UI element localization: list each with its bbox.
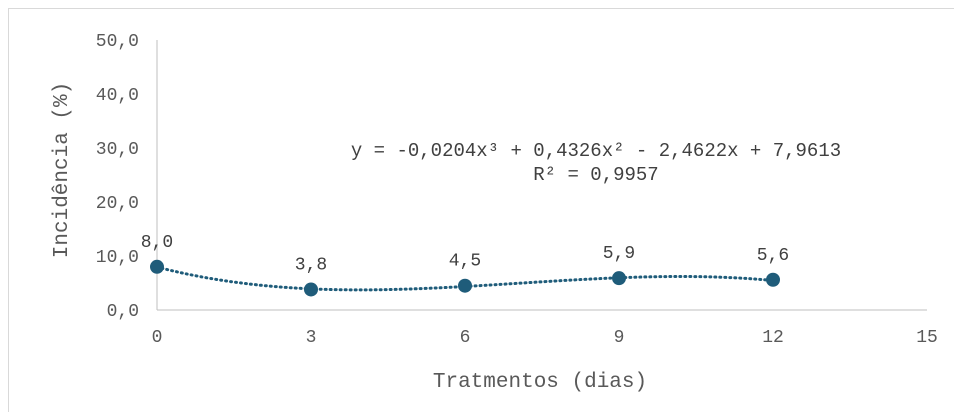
x-axis-title: Tratmentos (dias) bbox=[433, 371, 647, 394]
data-label: 4,5 bbox=[449, 252, 481, 272]
data-point bbox=[304, 282, 318, 297]
x-tick-label: 6 bbox=[460, 328, 471, 348]
data-point bbox=[766, 272, 780, 287]
y-tick-label: 40,0 bbox=[96, 86, 139, 106]
y-tick-label: 20,0 bbox=[96, 194, 139, 214]
y-tick-label: 30,0 bbox=[96, 140, 139, 160]
data-points bbox=[150, 259, 780, 297]
data-point bbox=[458, 278, 472, 293]
data-label: 5,6 bbox=[757, 246, 789, 266]
y-tick-label: 10,0 bbox=[96, 248, 139, 268]
data-label: 8,0 bbox=[141, 233, 173, 253]
tick-labels: 0 3 6 9 12 15 0,0 10,0 20,0 30,0 40,0 50,0 bbox=[96, 32, 938, 348]
trendline-equation: y = -0,0204x³ + 0,4326x² - 2,4622x + 7,9… bbox=[351, 140, 841, 162]
x-tick-label: 9 bbox=[614, 328, 625, 348]
x-tick-label: 3 bbox=[306, 328, 317, 348]
y-tick-label: 0,0 bbox=[107, 302, 139, 322]
data-label: 5,9 bbox=[603, 244, 635, 264]
y-axis-title: Incidência (%) bbox=[51, 82, 74, 258]
y-tick-label: 50,0 bbox=[96, 32, 139, 52]
data-labels: 8,0 3,8 4,5 5,9 5,6 bbox=[141, 233, 789, 276]
data-point bbox=[612, 271, 626, 286]
x-tick-label: 15 bbox=[916, 328, 938, 348]
x-tick-label: 0 bbox=[152, 328, 163, 348]
data-label: 3,8 bbox=[295, 255, 327, 275]
chart-frame bbox=[8, 8, 954, 412]
x-tick-label: 12 bbox=[762, 328, 784, 348]
r-squared: R² = 0,9957 bbox=[533, 164, 658, 186]
data-point bbox=[150, 259, 164, 274]
